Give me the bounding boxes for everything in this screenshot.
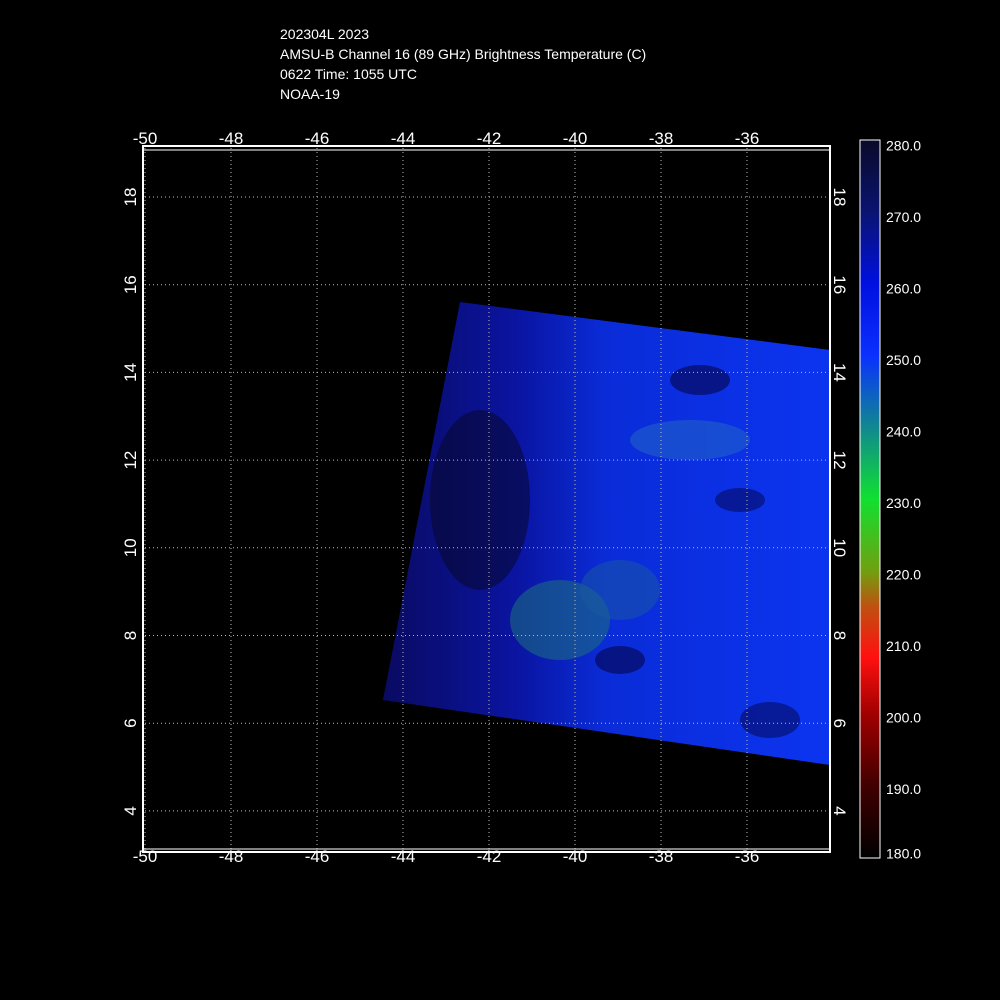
x-tick-label: -46 <box>305 129 330 148</box>
y-tick-label: 6 <box>121 718 140 727</box>
colorbar-label: 210.0 <box>886 638 921 654</box>
colorbar-label: 260.0 <box>886 281 921 297</box>
grid <box>144 148 830 850</box>
y-tick-label: 4 <box>830 806 849 815</box>
colorbar-label: 190.0 <box>886 781 921 797</box>
colorbar-label: 240.0 <box>886 424 921 440</box>
colorbar-label: 280.0 <box>886 138 921 154</box>
colorbar-label: 270.0 <box>886 209 921 225</box>
map-frame <box>142 145 831 853</box>
y-tick-label: 18 <box>830 188 849 207</box>
y-tick-label: 16 <box>830 275 849 294</box>
x-tick-label: -48 <box>219 847 244 866</box>
x-tick-label: -42 <box>477 847 502 866</box>
tick-labels: -50 -50 -48 -48 -46 -46 -44 -44 -42 -42 -40 -40 -38 -… <box>121 129 849 866</box>
header-line: AMSU-B Channel 16 (89 GHz) Brightness Te… <box>280 46 646 62</box>
cold-area <box>595 646 645 674</box>
x-tick-label: -44 <box>391 847 416 866</box>
cold-area <box>740 702 800 738</box>
colorbar-label: 250.0 <box>886 352 921 368</box>
x-tick-label: -48 <box>219 129 244 148</box>
header-line: 202304L 2023 <box>280 26 369 42</box>
colorbar-label: 200.0 <box>886 710 921 726</box>
cold-area <box>715 488 765 512</box>
colorbar-label: 230.0 <box>886 495 921 511</box>
cold-area <box>670 365 730 395</box>
y-tick-label: 10 <box>830 538 849 557</box>
y-tick-label: 8 <box>830 631 849 640</box>
warm-area <box>630 420 750 460</box>
header-line: NOAA-19 <box>280 86 340 102</box>
y-tick-label: 12 <box>830 451 849 470</box>
y-tick-label: 6 <box>830 718 849 727</box>
swath <box>383 302 830 765</box>
y-tick-label: 18 <box>121 188 140 207</box>
header: 202304L 2023 AMSU-B Channel 16 (89 GHz) B… <box>280 26 646 102</box>
x-tick-label: -44 <box>391 129 416 148</box>
x-tick-label: -46 <box>305 847 330 866</box>
y-tick-label: 4 <box>121 806 140 815</box>
y-tick-label: 16 <box>121 275 140 294</box>
y-tick-label: 14 <box>121 363 140 382</box>
x-tick-label: -40 <box>563 847 588 866</box>
colorbar-labels: 280.0 270.0 260.0 250.0 240.0 230.0 220.0 210.0… <box>886 138 921 862</box>
x-tick-label: -42 <box>477 129 502 148</box>
x-tick-label: -36 <box>735 847 760 866</box>
y-tick-label: 12 <box>121 451 140 470</box>
x-tick-label: -38 <box>649 847 674 866</box>
x-tick-label: -36 <box>735 129 760 148</box>
header-line: 0622 Time: 1055 UTC <box>280 66 417 82</box>
colorbar-label: 180.0 <box>886 846 921 862</box>
x-tick-label: -50 <box>133 129 158 148</box>
y-tick-label: 10 <box>121 538 140 557</box>
y-tick-label: 14 <box>830 363 849 382</box>
y-tick-label: 8 <box>121 631 140 640</box>
cold-area <box>430 410 530 590</box>
warm-area <box>580 560 660 620</box>
x-tick-label: -38 <box>649 129 674 148</box>
x-tick-label: -40 <box>563 129 588 148</box>
colorbar-label: 220.0 <box>886 567 921 583</box>
colorbar <box>859 139 881 859</box>
x-tick-label: -50 <box>133 847 158 866</box>
